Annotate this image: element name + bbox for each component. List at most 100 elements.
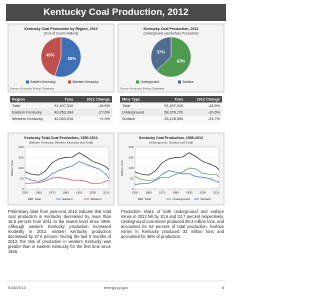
- page: Kentucky Coal Production, 2012 Kentucky …: [6, 4, 226, 290]
- y-tick-label: 50: [20, 176, 24, 180]
- chart-title: Kentucky Coal Production, 1950-2012: [139, 136, 203, 140]
- x-tick-label: 2010: [213, 190, 220, 194]
- table-cell: -27.6%: [98, 110, 111, 114]
- y-tick-label: 200: [128, 145, 133, 149]
- table-header-cell: 2012 Change: [197, 97, 220, 101]
- chart-subtitle: (Eastern Kentucky, Western Kentucky and …: [29, 140, 93, 144]
- y-tick-label: 50: [130, 176, 134, 180]
- x-tick-label: 1990: [186, 190, 193, 194]
- table-cell: Surface: [122, 117, 135, 121]
- y-axis-label: Million Tons: [120, 160, 124, 176]
- table-cell: -16.5%: [208, 104, 221, 108]
- data-line: [24, 152, 110, 176]
- x-tick-label: 1970: [49, 190, 56, 194]
- table-header-cell: Tons: [174, 97, 183, 101]
- table-cell: 91,407,310: [164, 104, 183, 108]
- table-header: [10, 96, 112, 103]
- x-tick-label: 1950: [132, 190, 139, 194]
- y-tick-label: 150: [18, 155, 23, 159]
- chart-subtitle: (Tons of Coal in millions): [44, 31, 79, 35]
- legend-label: Eastern: [63, 197, 74, 201]
- table-cell: +2.9%: [99, 117, 110, 121]
- y-tick-label: 200: [18, 145, 23, 149]
- data-line: [24, 177, 110, 185]
- x-tick-label: 1950: [22, 190, 29, 194]
- pie-slice: [150, 36, 172, 71]
- x-tick-label: 2010: [103, 190, 110, 194]
- chart-title: Kentucky Coal Production by Region, 2012: [24, 27, 97, 31]
- y-tick-label: 100: [128, 166, 133, 170]
- data-line: [134, 170, 220, 185]
- legend-label: Eastern Kentucky: [31, 80, 56, 84]
- table-cell: Total: [12, 104, 20, 108]
- footer-page: 5: [221, 285, 224, 290]
- table-row: [119, 115, 223, 123]
- table-header: [120, 96, 222, 103]
- chart-source: Source: Kentucky Energy Database: [120, 87, 165, 91]
- pie-slice: [54, 36, 82, 78]
- legend-swatch: [178, 80, 181, 84]
- chart-title: Kentucky Total Coal Production, 1950-201…: [24, 136, 97, 140]
- x-tick-label: 1990: [76, 190, 83, 194]
- table-cell: -16.5%: [98, 104, 111, 108]
- legend-label: Western: [91, 197, 102, 201]
- table-cell: 49,353,394: [54, 110, 73, 114]
- footer-date: 5/18/2013: [8, 285, 26, 290]
- legend-swatch: [26, 80, 29, 84]
- paragraph: Preliminary data from year-end 2012 indi…: [8, 209, 111, 254]
- chart-subtitle: (Underground and Surface Production): [144, 31, 199, 35]
- legend-label: Underground: [141, 80, 160, 84]
- data-line: [24, 161, 110, 182]
- table-cell: Eastern Kentucky: [12, 110, 42, 114]
- x-tick-label: 1980: [62, 190, 69, 194]
- pie-slice: [156, 36, 192, 78]
- table-header-cell: 2012 Change: [87, 97, 110, 101]
- legend-label: Underground: [173, 197, 191, 201]
- chart-source: Source: Kentucky Energy Database: [10, 87, 55, 91]
- table-cell: 42,053,916: [54, 117, 73, 121]
- slice-label: 45%: [46, 52, 55, 57]
- table-row: [9, 115, 113, 123]
- x-tick-label: 1960: [35, 190, 42, 194]
- y-tick-label: 150: [128, 155, 133, 159]
- table-cell: 33,128,590: [164, 117, 183, 121]
- table-cell: Total: [122, 104, 130, 108]
- table-cell: 58,278,720: [164, 110, 183, 114]
- x-tick-label: 2000: [200, 190, 207, 194]
- page-title: Kentucky Coal Production, 2012: [43, 7, 188, 18]
- legend-swatch: [68, 80, 71, 84]
- table-header-cell: Mine Type: [122, 97, 140, 101]
- table-header-cell: Region: [12, 97, 26, 101]
- legend-label: Surface: [183, 80, 194, 84]
- x-tick-label: 1960: [145, 190, 152, 194]
- y-tick-label: 0: [22, 187, 24, 191]
- legend-label: Western Kentucky: [73, 80, 99, 84]
- table-header-cell: Tons: [64, 97, 73, 101]
- data-line: [134, 152, 220, 176]
- x-tick-label: 2000: [90, 190, 97, 194]
- legend-label: Total: [35, 197, 42, 201]
- legend-swatch: [136, 80, 139, 84]
- slice-label: 55%: [68, 56, 77, 61]
- page-graphics: Kentucky Coal Production, 2012 Kentucky …: [6, 4, 226, 282]
- title-banner: [6, 4, 226, 21]
- chart-subtitle: (Underground, Surface and Total): [149, 140, 193, 144]
- pie-slice: [40, 36, 62, 77]
- y-axis-label: Million Tons: [10, 160, 14, 176]
- legend-label: Total: [145, 197, 152, 201]
- x-tick-label: 1970: [159, 190, 166, 194]
- x-tick-label: 1980: [172, 190, 179, 194]
- table-cell: -10.6%: [208, 110, 221, 114]
- y-tick-label: 0: [132, 187, 134, 191]
- legend-label: Surface: [201, 197, 212, 201]
- footer-site: energy.ky.gov: [103, 285, 129, 290]
- paragraph: Production share of both underground and…: [121, 209, 224, 239]
- table-cell: -24.7%: [208, 117, 221, 121]
- slice-label: 37%: [157, 50, 166, 55]
- y-tick-label: 100: [18, 166, 23, 170]
- table-cell: 91,407,310: [54, 104, 73, 108]
- table-cell: Western Kentucky: [12, 117, 43, 121]
- table-cell: Underground: [122, 110, 144, 114]
- slice-label: 63%: [177, 58, 186, 63]
- chart-title: Kentucky Coal Production, 2012: [144, 27, 199, 31]
